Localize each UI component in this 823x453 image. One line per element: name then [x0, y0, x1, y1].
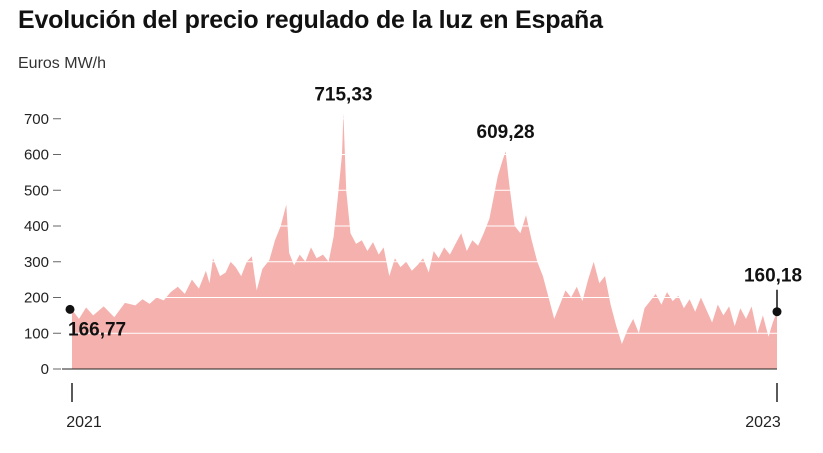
y-axis-ticks: 0 100 200 300 400 500 600 700 [24, 111, 61, 378]
annotation-label-3: 160,18 [744, 266, 802, 287]
x-tick-label-2021: 2021 [66, 414, 102, 431]
y-tick-label-200: 200 [24, 290, 49, 307]
y-tick-label-600: 600 [24, 147, 49, 164]
price-area [72, 113, 777, 370]
chart-title: Evolución del precio regulado de la luz … [18, 6, 603, 34]
annotation-label-1: 715,33 [314, 84, 372, 105]
annotation-marker-3 [772, 307, 782, 317]
y-tick-label-700: 700 [24, 111, 49, 128]
annotation-label-2: 609,28 [477, 122, 535, 143]
y-tick-label-0: 0 [41, 361, 49, 378]
y-axis-unit-label: Euros MW/h [18, 55, 107, 72]
annotation-label-0: 166,77 [68, 319, 126, 340]
annotation-marker-0 [65, 304, 75, 314]
y-tick-label-400: 400 [24, 218, 49, 235]
x-axis-ticks: 2021 2023 [66, 383, 781, 431]
y-tick-label-100: 100 [24, 325, 49, 342]
gridlines-overlay [72, 118, 777, 334]
y-tick-label-500: 500 [24, 182, 49, 199]
annotations: 166,77 715,33 609,28 160,18 [65, 84, 802, 340]
x-tick-label-2023: 2023 [745, 414, 781, 431]
y-tick-label-300: 300 [24, 254, 49, 271]
